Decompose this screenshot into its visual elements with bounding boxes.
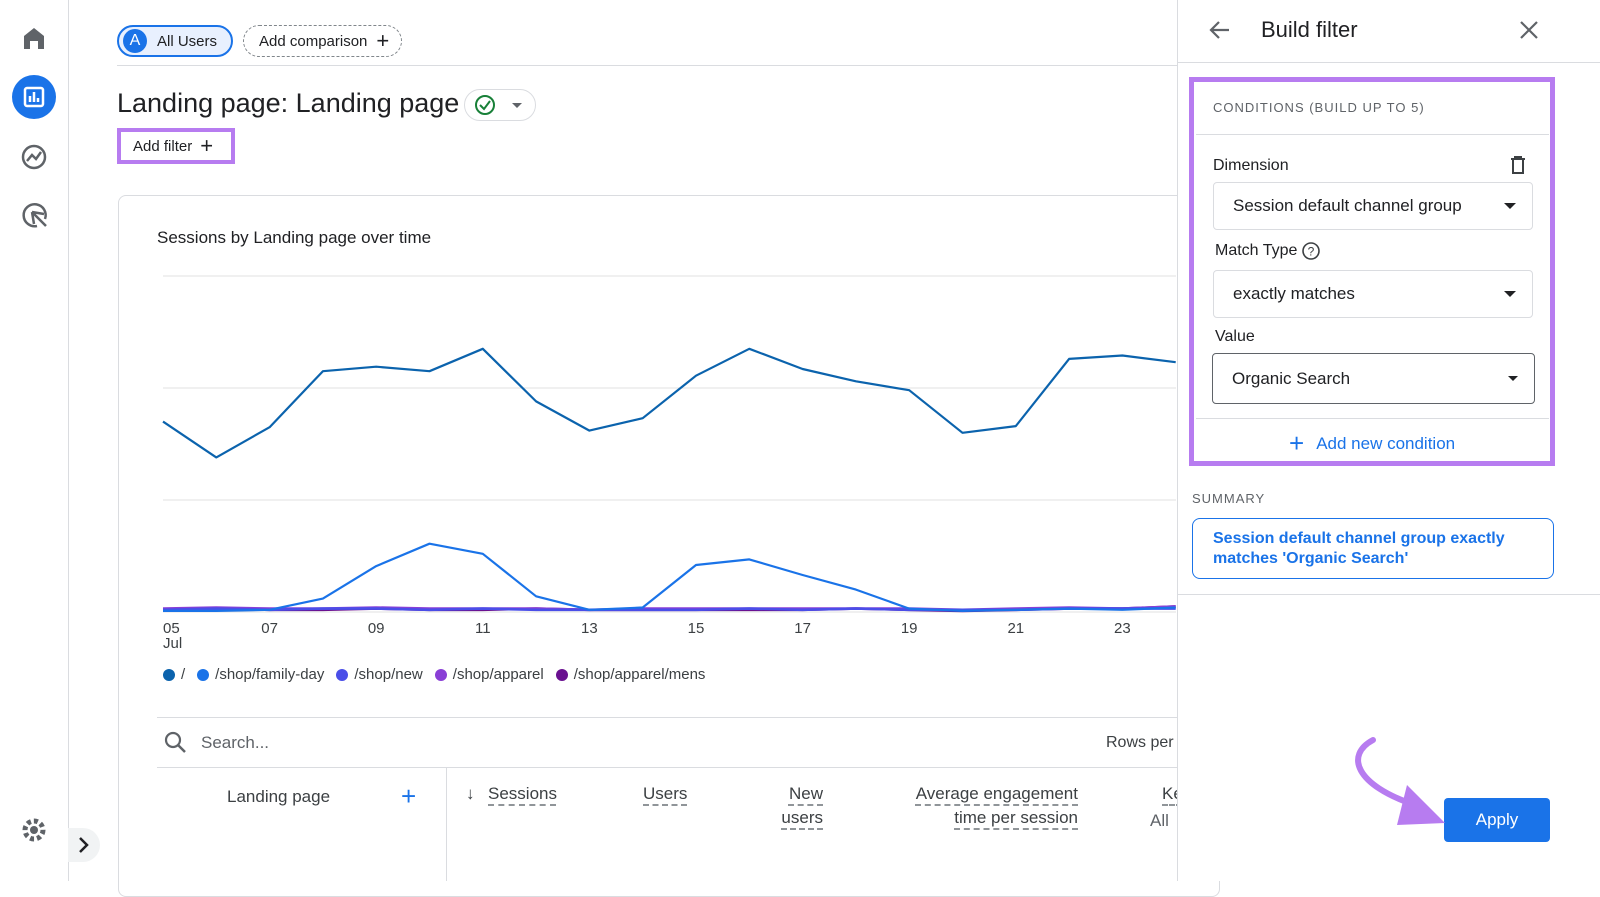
conditions-header: CONDITIONS (BUILD UP TO 5): [1213, 100, 1425, 115]
legend-swatch: [197, 669, 209, 681]
help-icon[interactable]: ?: [1301, 241, 1321, 261]
summary-text: Session default channel group exactly ma…: [1213, 530, 1505, 567]
legend-label: /shop/apparel: [453, 666, 544, 683]
delete-icon[interactable]: [1509, 155, 1527, 175]
x-month-label: Jul: [163, 635, 182, 652]
value-value: Organic Search: [1232, 369, 1350, 389]
dimension-select[interactable]: Session default channel group: [1213, 182, 1533, 230]
add-condition[interactable]: +Add new condition: [1289, 428, 1455, 459]
rows-per-page: Rows per: [1106, 734, 1174, 752]
column-header[interactable]: New users: [763, 782, 823, 830]
legend-label: /shop/new: [354, 666, 422, 683]
svg-text:?: ?: [1308, 245, 1315, 259]
add-condition-label: Add new condition: [1316, 434, 1455, 454]
x-tick-label: 19: [901, 620, 918, 637]
legend-swatch: [556, 669, 568, 681]
close-icon[interactable]: [1518, 19, 1540, 41]
legend-swatch: [336, 669, 348, 681]
sort-arrow: ↓: [466, 784, 475, 804]
legend-label: /: [181, 666, 185, 683]
legend-item[interactable]: /shop/family-day: [197, 666, 324, 683]
divider: [1196, 134, 1549, 135]
divider: [1177, 594, 1600, 595]
divider: [157, 717, 1177, 718]
series-line: [163, 349, 1176, 458]
match-type-label: Match Type: [1215, 242, 1297, 260]
chart: 05070911131517192123Jul: [0, 0, 1176, 700]
column-header[interactable]: Average engagement time per session: [903, 782, 1078, 830]
apply-button[interactable]: Apply: [1444, 798, 1550, 842]
x-tick-label: 17: [794, 620, 811, 637]
legend-swatch: [163, 669, 175, 681]
value-select[interactable]: Organic Search: [1212, 353, 1535, 404]
legend-label: /shop/apparel/mens: [574, 666, 706, 683]
series-line: [163, 544, 1176, 611]
legend-item[interactable]: /: [163, 666, 185, 683]
legend-swatch: [435, 669, 447, 681]
add-dimension[interactable]: +: [401, 781, 416, 812]
value-label: Value: [1215, 328, 1255, 346]
divider: [157, 767, 1177, 768]
x-tick-label: 23: [1114, 620, 1131, 637]
panel-title: Build filter: [1261, 17, 1358, 43]
x-tick-label: 09: [368, 620, 385, 637]
x-tick-label: 13: [581, 620, 598, 637]
column-header[interactable]: Sessions: [488, 782, 557, 806]
divider: [1178, 62, 1600, 63]
match-type-value: exactly matches: [1233, 284, 1355, 304]
legend-item[interactable]: /shop/new: [336, 666, 422, 683]
divider: [1196, 418, 1549, 419]
x-tick-label: 15: [688, 620, 705, 637]
column-header[interactable]: Users: [643, 782, 687, 806]
search-icon: [164, 731, 188, 755]
column-sub: All: [1150, 811, 1169, 831]
summary-box: Session default channel group exactly ma…: [1192, 518, 1554, 579]
legend-item[interactable]: /shop/apparel: [435, 666, 544, 683]
back-icon[interactable]: [1208, 18, 1232, 42]
dimension-value: Session default channel group: [1233, 196, 1462, 216]
chevron: [76, 836, 92, 854]
apply-label: Apply: [1476, 810, 1519, 830]
match-type-select[interactable]: exactly matches: [1213, 270, 1533, 318]
x-tick-label: 07: [261, 620, 278, 637]
pointer-arrow: [1345, 735, 1455, 835]
x-tick-label: 11: [475, 620, 491, 637]
summary-label: SUMMARY: [1192, 491, 1265, 506]
x-tick-label: 21: [1007, 620, 1024, 637]
legend-label: /shop/family-day: [215, 666, 324, 683]
search-input[interactable]: Search...: [201, 733, 269, 753]
column-header: Landing page: [227, 787, 330, 807]
legend: //shop/family-day/shop/new/shop/apparel/…: [163, 666, 705, 683]
divider: [446, 767, 447, 881]
legend-item[interactable]: /shop/apparel/mens: [556, 666, 706, 683]
dimension-label: Dimension: [1213, 157, 1289, 175]
